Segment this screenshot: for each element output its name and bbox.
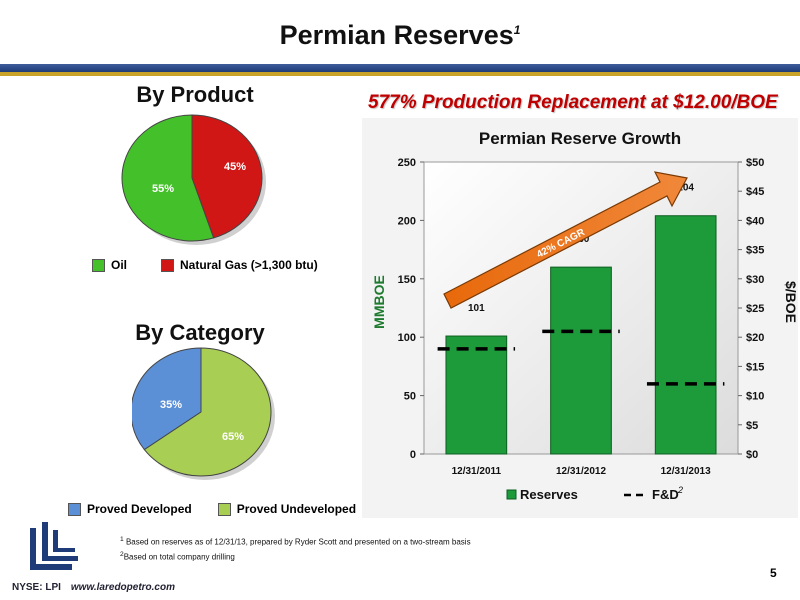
y2-tick-label: $25 <box>746 303 764 315</box>
header-rule-gold <box>0 72 800 76</box>
y2-tick-label: $40 <box>746 215 764 227</box>
y2-tick-label: $20 <box>746 332 764 344</box>
reserve-growth-chart: Permian Reserve Growth 0 50 100 150 200 250 $… <box>362 118 798 518</box>
bar-reserves <box>445 335 508 455</box>
by-product-legend: Oil Natural Gas (>1,300 btu) <box>92 258 318 272</box>
production-replacement-headline: 577% Production Replacement at $12.00/BO… <box>368 92 778 113</box>
legend-swatch-pud <box>217 502 231 516</box>
pie-slice-natural-gas <box>191 114 263 239</box>
bar-reserves <box>550 266 612 455</box>
by-category-legend: Proved Developed Proved Undeveloped <box>68 502 356 516</box>
bar-value-label: 204 <box>677 183 694 194</box>
legend-label-reserves: Reserves <box>520 487 578 502</box>
company-logo <box>30 522 78 570</box>
footnotes: 1 Based on reserves as of 12/31/13, prep… <box>120 534 471 563</box>
legend-swatch-reserves <box>506 489 517 500</box>
legend-label-pud: Proved Undeveloped <box>236 502 357 516</box>
legend-label-fd: F&D <box>652 487 679 502</box>
by-category-heading: By Category <box>135 320 265 345</box>
by-category-pie: 35% 65% <box>132 347 275 480</box>
legend-swatch-oil <box>92 258 105 272</box>
page-title: Permian Reserves1 <box>279 20 521 50</box>
pie-label-oil: 55% <box>152 183 174 195</box>
y2-tick-label: $35 <box>746 245 764 257</box>
legend-label-gas: Natural Gas (>1,300 btu) <box>180 258 318 272</box>
y-tick-label: 0 <box>410 449 416 461</box>
by-product-heading: By Product <box>136 82 254 107</box>
footnote-2: 2Based on total company drilling <box>120 550 235 562</box>
by-product-pie: 45% 55% <box>121 114 266 245</box>
bar-value-label: 101 <box>468 303 485 314</box>
pie-label-pd: 35% <box>160 399 182 411</box>
legend-label-oil: Oil <box>111 258 128 272</box>
footer-url[interactable]: www.laredopetro.com <box>70 582 175 593</box>
x-tick-label: 12/31/2013 <box>661 466 711 477</box>
pie-label-gas: 45% <box>224 161 246 173</box>
y-tick-label: 200 <box>398 215 416 227</box>
bar-reserves <box>654 215 717 455</box>
y-tick-label: 150 <box>398 274 416 286</box>
y-tick-label: 50 <box>404 391 416 403</box>
y-tick-label: 100 <box>398 332 416 344</box>
y2-axis-label: $/BOE <box>783 281 798 323</box>
pie-slice-proved-undeveloped <box>143 347 272 477</box>
chart-title: Permian Reserve Growth <box>479 129 681 148</box>
pie-slice-proved-developed <box>132 347 202 451</box>
x-tick-label: 12/31/2011 <box>452 466 502 477</box>
footnote-1: 1 Based on reserves as of 12/31/13, prep… <box>120 536 471 547</box>
y2-tick-label: $30 <box>746 274 764 286</box>
y2-tick-label: $50 <box>746 157 764 169</box>
pie-label-pud: 65% <box>222 431 244 443</box>
y2-tick-label: $0 <box>746 449 758 461</box>
y2-tick-label: $15 <box>746 361 764 373</box>
y2-tick-label: $5 <box>746 420 758 432</box>
legend-swatch-pd <box>68 502 81 516</box>
legend-swatch-gas <box>161 258 175 272</box>
pie-slice-oil <box>121 114 215 242</box>
x-tick-label: 12/31/2012 <box>556 466 606 477</box>
header-rule-blue <box>0 64 800 72</box>
footer-ticker: NYSE: LPI www.laredopetro.com <box>12 582 175 593</box>
y-axis-label: MMBOE <box>371 275 387 329</box>
legend-label-fd-sup: 2 <box>677 485 683 495</box>
page-number: 5 <box>770 566 777 580</box>
y-tick-label: 250 <box>398 157 416 169</box>
chart-legend: Reserves F&D 2 <box>506 485 683 502</box>
y2-tick-label: $10 <box>746 391 764 403</box>
y2-tick-label: $45 <box>746 186 764 198</box>
legend-label-pd: Proved Developed <box>87 502 192 516</box>
